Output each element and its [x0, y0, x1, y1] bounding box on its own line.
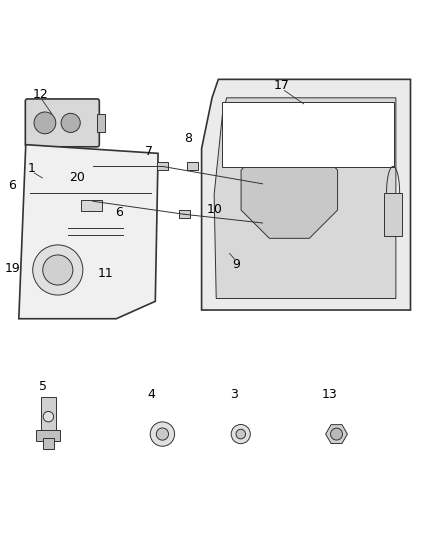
Polygon shape — [325, 425, 347, 443]
Circle shape — [331, 428, 343, 440]
Bar — [36, 430, 60, 441]
Text: 6: 6 — [115, 206, 123, 219]
Bar — [187, 163, 198, 171]
Text: 6: 6 — [8, 180, 16, 192]
Bar — [385, 192, 402, 236]
FancyBboxPatch shape — [25, 99, 99, 147]
Text: 12: 12 — [33, 88, 49, 101]
Circle shape — [231, 424, 251, 443]
Text: 1: 1 — [28, 162, 36, 175]
Circle shape — [43, 255, 73, 285]
Text: 4: 4 — [148, 389, 155, 401]
PathPatch shape — [19, 144, 158, 319]
Bar — [179, 211, 190, 218]
Bar — [223, 102, 394, 167]
Bar — [157, 163, 168, 171]
Text: 3: 3 — [230, 389, 238, 401]
Text: 5: 5 — [39, 379, 47, 393]
Text: 13: 13 — [322, 389, 338, 401]
Bar — [41, 397, 56, 432]
Text: 17: 17 — [274, 79, 290, 92]
Bar — [43, 439, 53, 449]
Circle shape — [33, 245, 83, 295]
Text: 7: 7 — [145, 144, 153, 158]
PathPatch shape — [201, 79, 410, 310]
Text: 19: 19 — [4, 262, 20, 275]
Bar — [201, 254, 212, 262]
Text: 8: 8 — [184, 132, 193, 144]
Circle shape — [61, 114, 80, 133]
Text: 20: 20 — [70, 171, 85, 184]
Polygon shape — [241, 142, 338, 238]
Bar — [81, 200, 102, 211]
Bar — [214, 211, 224, 218]
Circle shape — [150, 422, 175, 446]
Bar — [97, 114, 106, 132]
Text: 11: 11 — [98, 266, 114, 279]
Circle shape — [236, 429, 246, 439]
Text: 10: 10 — [207, 204, 223, 216]
Circle shape — [43, 411, 53, 422]
Text: 9: 9 — [233, 258, 240, 271]
PathPatch shape — [214, 98, 396, 298]
Circle shape — [156, 428, 169, 440]
Circle shape — [34, 112, 56, 134]
